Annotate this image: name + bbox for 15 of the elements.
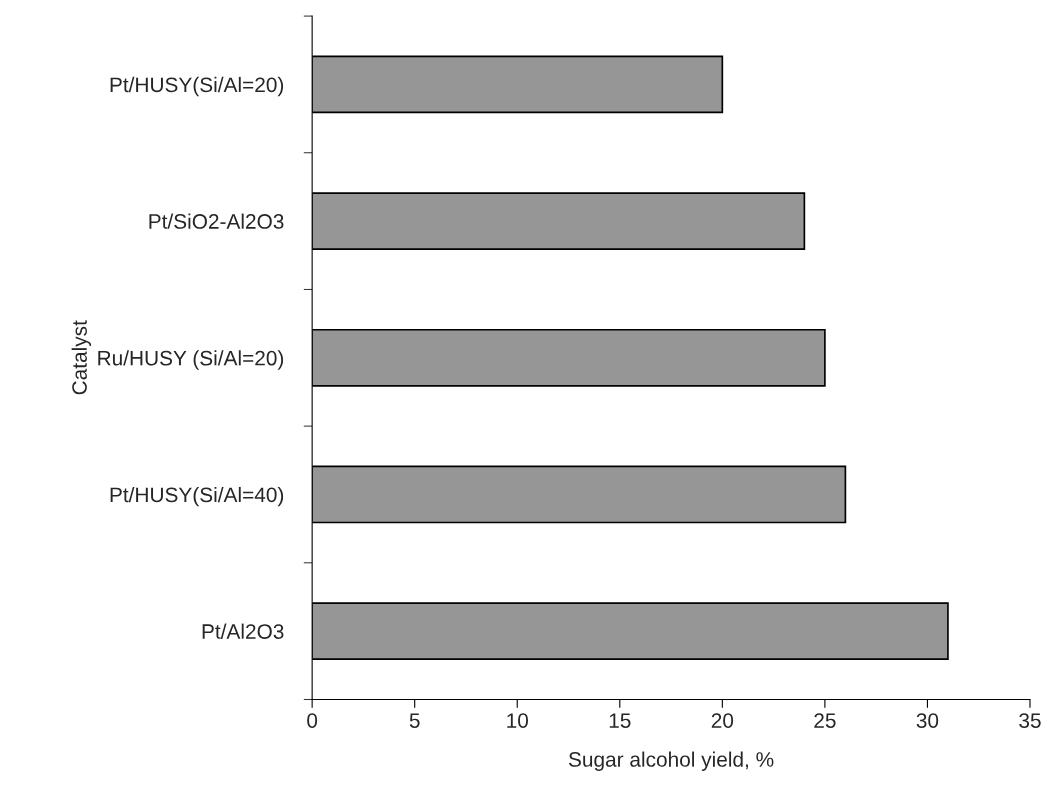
x-axis-title: Sugar alcohol yield, %: [568, 751, 774, 771]
y-tick-label: Pt/HUSY(Si/Al=20): [110, 76, 284, 97]
y-tick-label: Pt/SiO2-Al2O3: [149, 213, 284, 229]
y-axis-title: Catalyst: [71, 320, 92, 395]
y-tick-label: Pt/HUSY(Si/Al=40): [110, 486, 284, 507]
x-tick-label: 5: [409, 713, 420, 728]
x-tick-label: 20: [711, 713, 734, 728]
x-tick-label: 35: [1019, 713, 1041, 728]
x-tick-label: 10: [507, 713, 529, 728]
y-tick-label: Ru/HUSY (Si/Al=20): [98, 350, 284, 370]
x-tick-label: 15: [609, 713, 631, 728]
y-tick-label: Pt/Al2O3: [202, 623, 284, 639]
x-tick-label: 0: [307, 713, 318, 728]
x-tick-label: 30: [916, 713, 939, 728]
x-tick-label: 25: [814, 713, 836, 728]
